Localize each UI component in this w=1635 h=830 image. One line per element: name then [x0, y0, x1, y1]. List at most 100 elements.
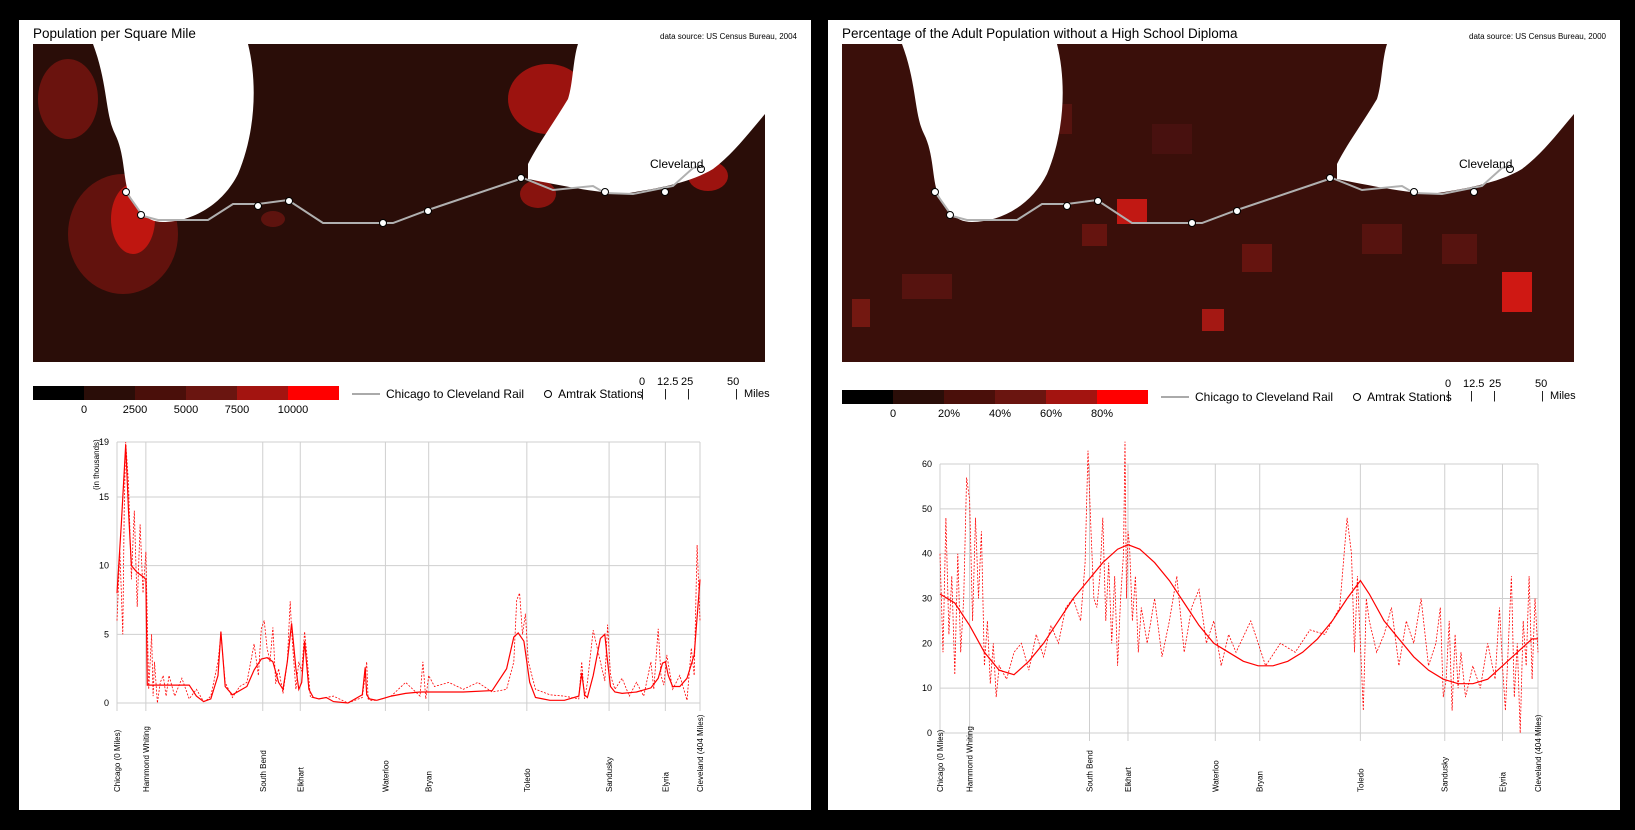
y-axis-label: (in thousands)	[92, 439, 101, 490]
education-panel: Percentage of the Adult Population witho…	[828, 20, 1620, 810]
x-station-label: Elkhart	[296, 766, 305, 792]
map-legend: Chicago to Cleveland Rail Amtrak Station…	[352, 387, 643, 401]
station-chicago	[931, 188, 939, 196]
legend-tick: 80%	[1090, 408, 1114, 420]
station-elkhart	[1094, 197, 1102, 205]
population-profile-chart: 0 5 10 15 19 Chicago (0 Miles) Hammond Whiting…	[92, 437, 705, 792]
rail-legend-label: Chicago to Cleveland Rail	[386, 387, 525, 401]
y-tick-label: 0	[927, 728, 932, 738]
legend-swatch	[1097, 390, 1148, 404]
station-sandusky	[601, 188, 609, 196]
station-bryan	[1233, 207, 1241, 215]
south-bend-hotspot	[261, 211, 285, 227]
legend-tick: 60%	[1039, 408, 1063, 420]
data-source: data source: US Census Bureau, 2000	[1469, 32, 1606, 41]
rail-line-swatch	[352, 393, 380, 395]
data-source: data source: US Census Bureau, 2004	[660, 32, 797, 41]
station-cleveland	[697, 165, 705, 173]
legend-tick: 0	[889, 408, 897, 420]
chicago-label: Chicago	[131, 183, 175, 197]
chicago-cleveland-rail-line	[125, 165, 702, 224]
station-elyria	[661, 188, 669, 196]
education-map[interactable]: Chicago Cleveland	[842, 44, 1574, 362]
stations-legend-label: Amtrak Stations	[558, 387, 643, 401]
x-station-label: Cleveland (404 Miles)	[696, 714, 705, 792]
legend-tick: 40%	[988, 408, 1012, 420]
cleveland-label: Cleveland	[1459, 157, 1512, 171]
scale-tick: 50	[1535, 378, 1548, 390]
y-tick-label: 5	[104, 629, 109, 639]
legend-tick: 10000	[277, 404, 309, 416]
rail-legend-label: Chicago to Cleveland Rail	[1195, 390, 1334, 404]
station-marker-icon	[544, 390, 553, 398]
x-station-label: Chicago (0 Miles)	[113, 729, 122, 792]
x-station-label: Bryan	[1256, 771, 1265, 792]
panel-title: Population per Square Mile	[33, 26, 196, 41]
scale-tick: 0	[639, 376, 646, 388]
legend-tick: 7500	[224, 404, 250, 416]
x-station-label: Chicago (0 Miles)	[936, 729, 945, 792]
legend-tick: 20%	[937, 408, 961, 420]
station-hammond-whiting	[137, 211, 145, 219]
y-tick-label: 60	[922, 459, 932, 469]
x-station-label: Elkhart	[1124, 766, 1133, 792]
y-tick-label: 50	[922, 504, 932, 514]
station-toledo	[1326, 174, 1334, 182]
station-waterloo	[1188, 219, 1196, 227]
stations-legend-label: Amtrak Stations	[1367, 390, 1452, 404]
legend-swatch	[33, 386, 84, 400]
lake-erie	[528, 44, 765, 194]
education-color-legend	[842, 390, 1148, 404]
station-sandusky	[1410, 188, 1418, 196]
y-tick-label: 15	[99, 492, 109, 502]
x-station-label: Hammond Whiting	[142, 726, 151, 792]
y-tick-label: 0	[104, 698, 109, 708]
density-legend-ticks: 0 2500 5000 7500 10000	[33, 404, 353, 420]
amtrak-stations	[931, 165, 1514, 227]
scale-tick: 12.5	[1463, 378, 1485, 390]
station-south-bend	[254, 202, 262, 210]
legend-swatch	[842, 390, 893, 404]
y-tick-label: 10	[922, 683, 932, 693]
y-tick-label: 40	[922, 549, 932, 559]
y-tick-label: 30	[922, 594, 932, 604]
scale-tick: 50	[727, 376, 740, 388]
raw-series-line	[939, 441, 1539, 734]
legend-swatch	[995, 390, 1046, 404]
scale-tick: 0	[1445, 378, 1452, 390]
smoothed-series-line	[939, 544, 1538, 685]
density-color-legend	[33, 386, 339, 400]
station-hammond-whiting	[946, 211, 954, 219]
smoothed-series-line	[116, 444, 701, 704]
station-toledo	[517, 174, 525, 182]
legend-swatch	[1046, 390, 1097, 404]
legend-swatch	[237, 386, 288, 400]
legend-swatch	[288, 386, 339, 400]
scale-unit: Miles	[1550, 390, 1576, 402]
legend-swatch	[84, 386, 135, 400]
x-station-label: South Bend	[259, 750, 268, 792]
x-station-label: Elyria	[1498, 771, 1507, 792]
scale-tick: 25	[1489, 378, 1502, 390]
rail-line-swatch	[1161, 396, 1189, 398]
x-station-label: Toledo	[523, 768, 532, 792]
station-marker-icon	[1353, 393, 1362, 401]
y-tick-label: 19	[99, 437, 109, 447]
scale-tick: 25	[681, 376, 694, 388]
x-station-label: Cleveland (404 Miles)	[1534, 714, 1543, 792]
cleveland-label: Cleveland	[650, 157, 703, 171]
x-station-label: Waterloo	[1211, 760, 1220, 792]
scale-tick: 12.5	[657, 376, 679, 388]
population-density-panel: Population per Square Mile data source: …	[19, 20, 811, 810]
legend-swatch	[944, 390, 995, 404]
population-density-map[interactable]: Chicago Cleveland	[33, 44, 765, 362]
map-legend: Chicago to Cleveland Rail Amtrak Station…	[1161, 390, 1452, 404]
education-legend-ticks: 0 20% 40% 60% 80%	[842, 408, 1162, 424]
legend-tick: 0	[80, 404, 88, 416]
x-station-label: Sandusky	[605, 757, 614, 792]
lake-michigan	[902, 44, 1063, 222]
chicago-label: Chicago	[940, 183, 984, 197]
raw-series-line	[116, 441, 701, 704]
station-waterloo	[379, 219, 387, 227]
lake-michigan	[93, 44, 254, 222]
